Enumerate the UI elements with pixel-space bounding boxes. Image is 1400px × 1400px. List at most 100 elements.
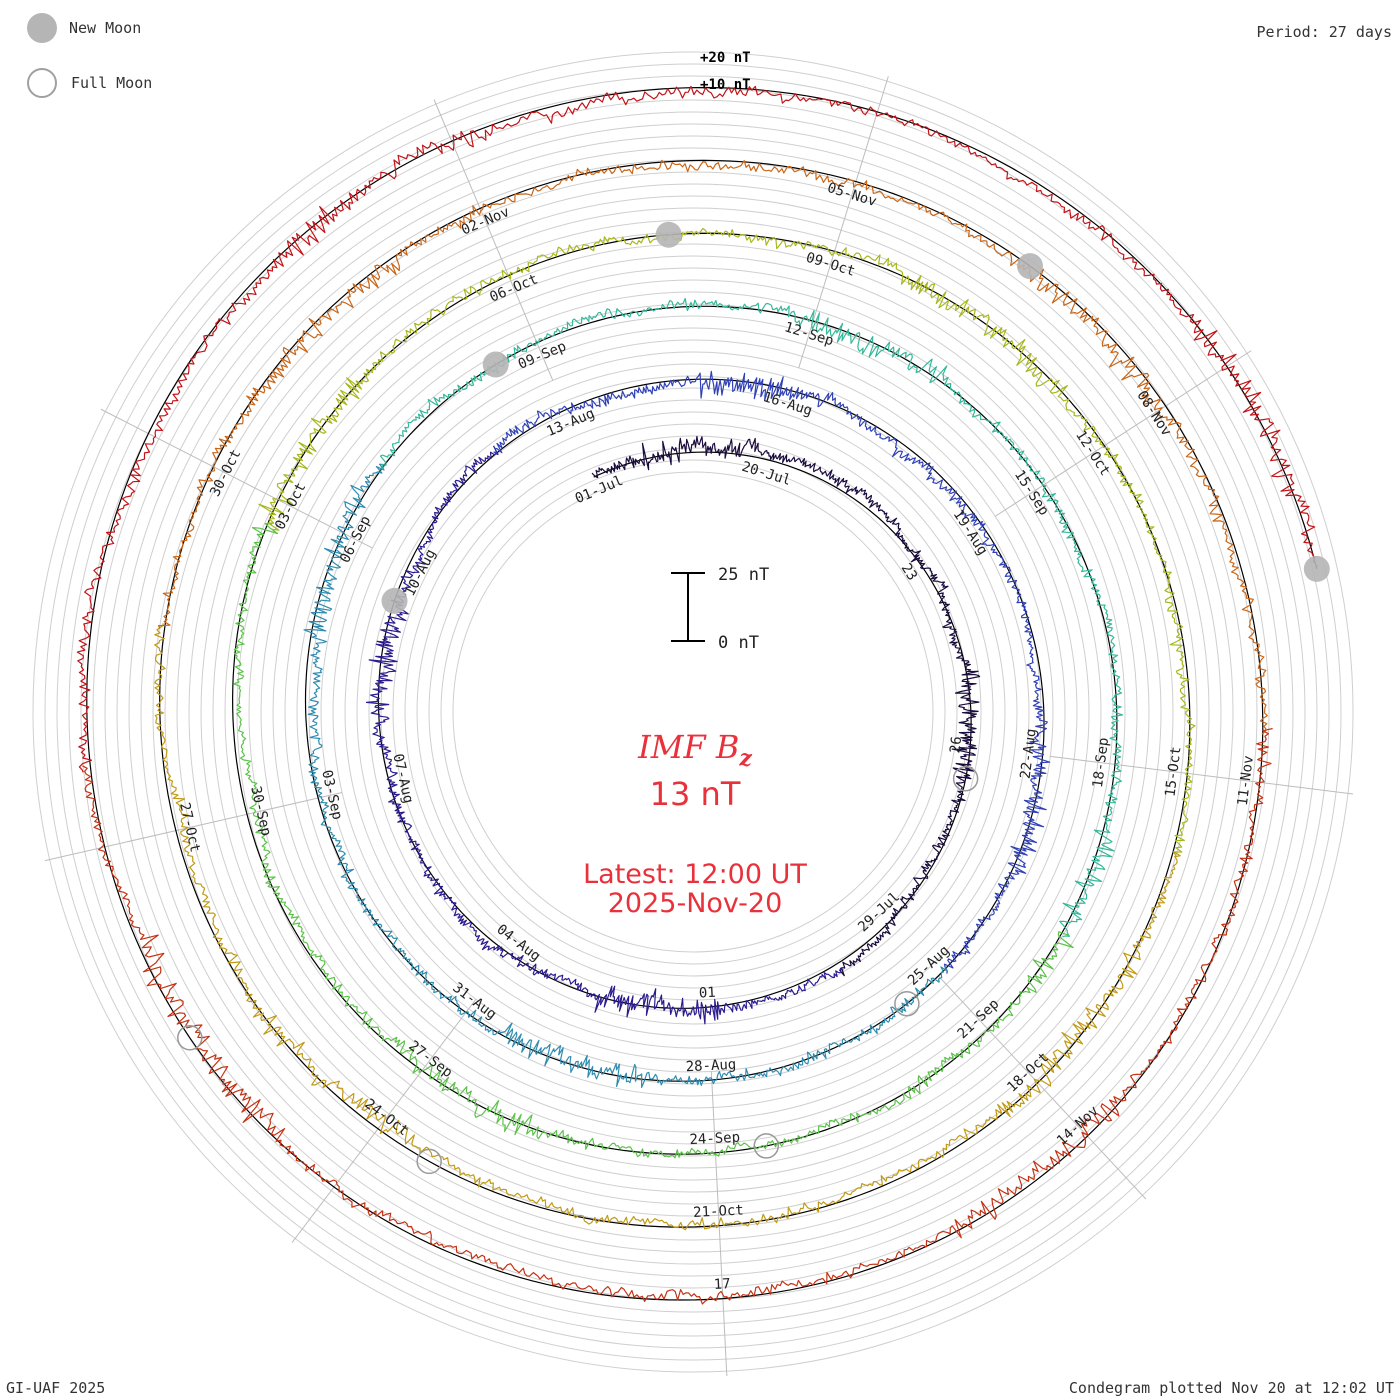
- grid-ring: [284, 303, 1102, 1121]
- bz-trace-segment: [365, 445, 844, 1025]
- grid-ring: [164, 183, 1222, 1241]
- date-label: 10-Aug: [402, 547, 439, 599]
- quantity-title: IMF Bz: [0, 728, 1390, 771]
- grid-rings: [32, 51, 1354, 1373]
- full-moon-marker: [177, 1025, 203, 1051]
- quantity-subscript: z: [739, 745, 752, 772]
- date-label: 20-Jul: [740, 459, 793, 489]
- grid-ring: [452, 471, 934, 953]
- grid-ring: [104, 123, 1282, 1301]
- date-label: 25-Aug: [905, 943, 953, 989]
- new-moon-marker: [1017, 253, 1044, 280]
- legend-full-moon-label: Full Moon: [71, 74, 153, 92]
- legend-new-moon-label: New Moon: [69, 19, 142, 37]
- new-moon-icon: [27, 13, 57, 43]
- grid-ring: [32, 51, 1354, 1373]
- date-label: 01: [698, 985, 716, 1002]
- grid-ring: [440, 459, 946, 965]
- grid-ring: [332, 351, 1054, 1073]
- new-moon-marker: [381, 587, 408, 614]
- bz-trace-segment: [157, 159, 1268, 735]
- full-moon-marker: [894, 990, 920, 1017]
- scale-bottom-label: 0 nT: [718, 633, 759, 653]
- grid-ring: [260, 279, 1126, 1145]
- new-moon-marker: [482, 351, 509, 378]
- day-spokes: [44, 76, 1353, 1377]
- date-label: 30-Oct: [207, 447, 244, 499]
- scale-bar: 25 nT 0 nT: [671, 565, 769, 653]
- grid-ring: [428, 447, 958, 977]
- bz-trace-segment: [379, 297, 1124, 938]
- bz-trace-segment: [591, 435, 981, 977]
- scale-tick-labels: +20 nT +10 nT: [700, 50, 751, 93]
- bz-trace-segment: [233, 522, 1074, 1159]
- day-spoke: [44, 791, 343, 862]
- latest-time: Latest: 12:00 UT 2025-Nov-20: [0, 860, 1390, 918]
- date-label: 23: [898, 561, 921, 584]
- grid-ring: [92, 111, 1294, 1313]
- date-label: 28-Aug: [685, 1057, 736, 1076]
- day-spoke: [798, 76, 889, 369]
- grid-ring: [392, 411, 994, 1013]
- grid-ring: [44, 63, 1342, 1361]
- grid-ring: [296, 315, 1090, 1109]
- grid-ring: [212, 231, 1174, 1193]
- period-label: Period: 27 days: [1256, 23, 1392, 41]
- new-moon-marker: [655, 221, 682, 248]
- grid-ring: [128, 147, 1258, 1277]
- grid-ring: [68, 87, 1318, 1337]
- day-spoke: [994, 350, 1252, 517]
- date-label: 21-Oct: [693, 1202, 744, 1221]
- new-moon-marker: [1303, 555, 1330, 582]
- bz-trace-segment: [82, 727, 1273, 1305]
- grid-ring: [344, 363, 1042, 1061]
- grid-ring: [236, 255, 1150, 1169]
- date-label: 06-Oct: [487, 271, 540, 305]
- grid-ring: [200, 219, 1186, 1205]
- latest-label: Latest: 12:00 UT: [583, 859, 807, 890]
- date-label: 24-Sep: [689, 1130, 740, 1149]
- day-spoke: [100, 408, 373, 549]
- footer-credit: GI-UAF 2025: [6, 1379, 106, 1397]
- current-value: 13 nT: [649, 775, 741, 813]
- grid-ring: [176, 195, 1210, 1229]
- grid-ring: [272, 291, 1114, 1133]
- data-traces: [76, 85, 1319, 1305]
- grid-ring: [116, 135, 1270, 1289]
- date-label: 18-Sep: [1090, 737, 1112, 789]
- date-label: 11-Nov: [1235, 755, 1257, 807]
- date-label: 17: [713, 1276, 731, 1293]
- grid-ring: [368, 387, 1018, 1037]
- day-spoke: [1050, 755, 1353, 795]
- grid-ring: [248, 267, 1138, 1157]
- full-moon-marker: [753, 1133, 780, 1159]
- moon-markers: [177, 221, 1330, 1175]
- footer-plotted-time: Condegram plotted Nov 20 at 12:02 UT: [1068, 1379, 1394, 1397]
- scale-top-label: 25 nT: [718, 565, 769, 585]
- grid-ring: [224, 243, 1162, 1181]
- grid-ring: [188, 207, 1198, 1217]
- date-label: 09-Sep: [516, 338, 569, 372]
- date-label: 05-Nov: [825, 180, 878, 210]
- legend-full-moon: Full Moon: [27, 68, 152, 98]
- grid-ring: [308, 327, 1078, 1097]
- day-spoke: [937, 975, 1147, 1200]
- latest-date: 2025-Nov-20: [607, 888, 783, 919]
- full-moon-icon: [27, 68, 57, 98]
- date-label: 15-Oct: [1162, 746, 1184, 798]
- date-label: 22-Aug: [1018, 728, 1040, 780]
- date-label: 26: [947, 735, 965, 754]
- full-moon-marker: [416, 1148, 442, 1175]
- grid-ring: [404, 423, 982, 1001]
- bz-trace-segment: [303, 463, 948, 1088]
- grid-ring: [152, 171, 1234, 1253]
- legend-new-moon: New Moon: [27, 13, 141, 43]
- grid-ring: [140, 159, 1246, 1265]
- grid-ring: [380, 399, 1006, 1025]
- bz-trace-segment: [154, 623, 1181, 1231]
- grid-ring: [356, 375, 1030, 1049]
- tick-label-plus10: +10 nT: [700, 77, 751, 93]
- full-moon-marker: [952, 765, 979, 792]
- quantity-name: IMF B: [638, 728, 740, 766]
- grid-ring: [56, 75, 1330, 1349]
